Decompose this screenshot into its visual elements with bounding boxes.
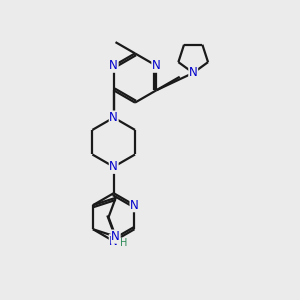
Text: H: H <box>119 238 127 248</box>
Text: N: N <box>109 235 118 248</box>
Text: N: N <box>109 59 118 72</box>
Text: N: N <box>130 199 139 212</box>
Text: N: N <box>109 160 118 173</box>
Text: N: N <box>111 230 120 243</box>
Text: N: N <box>152 59 161 72</box>
Text: N: N <box>109 111 118 124</box>
Text: N: N <box>189 66 198 80</box>
